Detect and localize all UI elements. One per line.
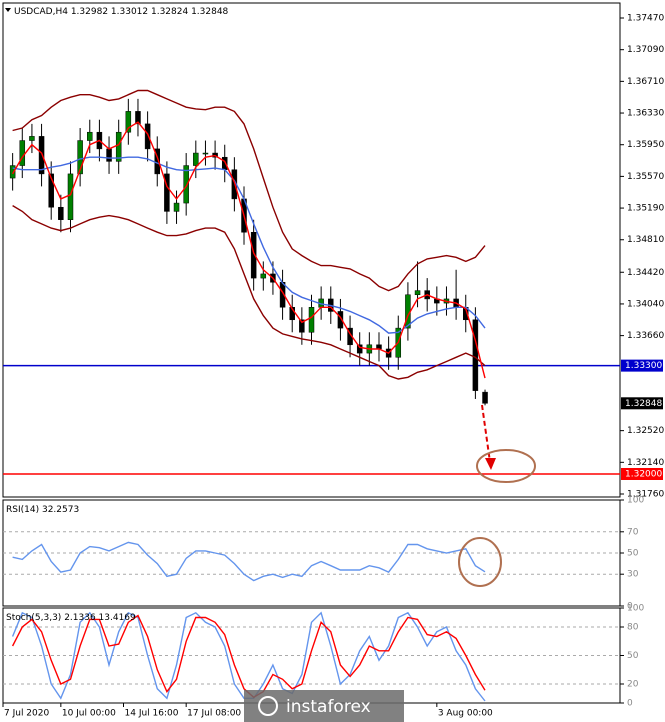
x-tick-label: 10 Jul 00:00 [62,709,116,719]
forecast-arrow [481,404,491,463]
level-label-box [621,359,663,372]
candle-body [260,273,267,279]
chart-title: USDCAD,H4 [14,7,71,17]
y-tick-label: 1.34420 [627,268,664,278]
header-icon [5,8,11,12]
candle-body [308,307,315,333]
x-tick-label: 7 Jul 2020 [4,709,49,719]
candle-body [125,111,132,133]
y-tick-label: 1.34810 [627,235,664,245]
y-tick-label: 1.35950 [627,140,664,150]
watermark-box [244,690,404,722]
chart-header: USDCAD,H4 1.32982 1.33012 1.32824 1.3284… [14,7,229,17]
level-label-box [621,467,663,480]
candle-body [472,319,479,391]
panel-value: 32.2573 [42,505,79,515]
candle-body [356,344,363,354]
candle-body [414,290,421,296]
candle-body [29,136,35,141]
panel-header: RSI(14) 32.2573 [6,505,79,515]
quote-value: 1.32824 [151,7,191,17]
candle-body [337,311,344,329]
watermark-text: instaforex [286,697,371,717]
y-tick-label: 1.37470 [627,14,664,24]
y-tick-label: 0 [627,602,633,612]
indicator-line [12,541,486,582]
y-tick-label: 1.35190 [627,204,664,214]
arrow-head [485,458,496,470]
x-tick-label: 3 Aug 00:00 [438,709,493,719]
candle-body [202,152,209,155]
indicator-line [12,89,486,292]
price-label-box [621,397,663,410]
y-tick-label: 100 [627,496,644,506]
y-tick-label: 1.36710 [627,77,664,87]
panel-title: RSI(14) [6,505,42,515]
candle-body [183,165,189,204]
candle-body [193,152,199,166]
y-tick-label: 50 [627,651,639,661]
quote-value: 1.32982 [71,7,111,17]
candle-body [135,111,141,125]
y-tick-label: 70 [627,527,639,537]
y-tick-label: 1.34040 [627,299,664,309]
target-circle [476,449,536,483]
watermark: instaforex [244,690,404,722]
y-tick-label: 1.35570 [627,172,664,182]
candle-body [250,231,257,279]
panel-title: Stoch(5,3,3) [6,613,64,623]
candle-body [58,206,64,220]
y-tick-label: 100 [627,604,644,614]
candle-body [19,140,26,166]
watermark-logo [258,696,278,716]
candle-body [67,173,74,220]
candle-body [299,319,305,333]
candle-body [77,140,83,175]
y-tick-label: 1.32520 [627,426,664,436]
indicator-line [11,121,486,379]
quote-value: 1.33012 [111,7,151,17]
price-label: 1.32848 [625,399,662,409]
candle-body [87,131,93,141]
y-tick-label: 50 [627,549,639,559]
candle-body [115,131,122,162]
candle-body [482,391,488,404]
y-tick-label: 1.32140 [627,458,664,468]
y-tick-label: 1.36330 [627,109,664,119]
y-tick-label: 30 [627,570,639,580]
level-label: 1.32000 [625,469,662,479]
candle-body [144,123,151,150]
panel-header: Stoch(5,3,3) 2.1336 13.4169 [6,613,136,623]
candle-body [173,202,180,212]
candle-body [48,173,54,208]
quote-value: 1.32848 [191,7,228,17]
panel-frame [2,2,621,498]
rsi-circle [458,537,502,587]
y-tick-label: 0 [627,699,633,709]
x-tick-label: 14 Jul 16:00 [125,709,179,719]
candle-body [221,156,228,170]
y-tick-label: 1.37090 [627,45,664,55]
y-tick-label: 1.31760 [627,489,664,499]
x-tick-label: 17 Jul 08:00 [187,709,241,719]
candle-body [106,148,112,162]
candle-body [164,173,170,212]
annotations [458,404,536,587]
panel-value: 13.4169 [99,613,136,623]
candle-body [38,136,45,175]
y-tick-label: 1.33660 [627,331,664,341]
panel-value: 2.1336 [64,613,98,623]
level-label: 1.33300 [625,361,662,371]
indicator-line [12,204,486,380]
y-tick-label: 20 [627,680,639,690]
candle-body [9,165,16,179]
indicator-line [12,156,486,334]
y-tick-label: 80 [627,623,639,633]
